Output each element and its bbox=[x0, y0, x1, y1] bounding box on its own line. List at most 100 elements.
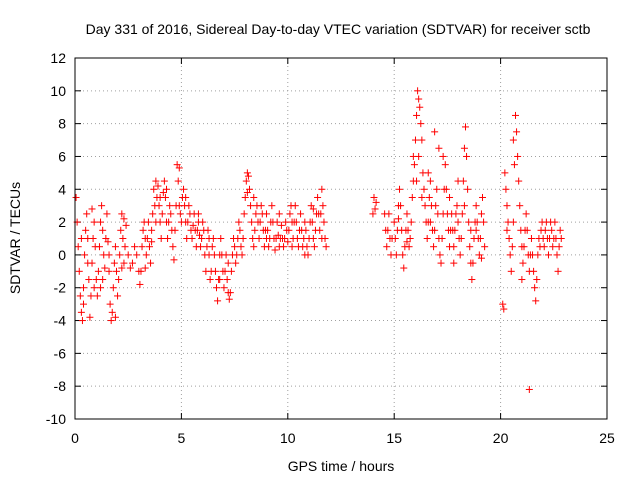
data-point bbox=[239, 235, 247, 242]
data-point bbox=[167, 210, 175, 218]
data-point bbox=[118, 210, 126, 218]
data-point bbox=[520, 243, 528, 251]
x-tick-label: 10 bbox=[280, 430, 296, 446]
data-point bbox=[224, 259, 232, 267]
data-point bbox=[372, 198, 380, 206]
data-point bbox=[454, 177, 462, 185]
data-point bbox=[99, 276, 107, 284]
data-point bbox=[222, 251, 230, 259]
data-point bbox=[80, 300, 88, 308]
data-point bbox=[138, 243, 146, 251]
data-point bbox=[418, 193, 426, 201]
y-tick-label: 10 bbox=[50, 83, 66, 99]
data-point bbox=[458, 210, 466, 218]
data-point bbox=[188, 235, 196, 242]
data-point bbox=[515, 177, 523, 185]
data-point bbox=[453, 202, 461, 210]
data-point bbox=[242, 177, 250, 185]
data-point bbox=[89, 235, 97, 242]
data-point bbox=[322, 243, 330, 251]
data-point bbox=[206, 276, 214, 284]
data-point bbox=[285, 226, 293, 234]
data-point bbox=[220, 284, 228, 292]
data-point bbox=[119, 235, 127, 242]
data-point bbox=[103, 210, 111, 218]
data-point bbox=[194, 210, 202, 218]
data-point bbox=[527, 235, 535, 242]
data-point bbox=[163, 185, 171, 193]
x-tick-label: 15 bbox=[386, 430, 402, 446]
data-point bbox=[227, 267, 235, 275]
data-point bbox=[511, 111, 519, 119]
data-point bbox=[433, 185, 441, 193]
x-tick-label: 5 bbox=[178, 430, 186, 446]
data-point bbox=[145, 243, 153, 251]
y-tick-label: 2 bbox=[58, 214, 66, 230]
data-point bbox=[508, 243, 516, 251]
data-point bbox=[502, 185, 510, 193]
data-point bbox=[407, 218, 415, 226]
data-point bbox=[213, 284, 221, 292]
data-point bbox=[171, 226, 179, 234]
data-point bbox=[400, 264, 408, 272]
data-point bbox=[309, 235, 317, 242]
data-point bbox=[518, 276, 526, 284]
data-point bbox=[277, 221, 285, 229]
data-point bbox=[97, 218, 105, 226]
data-point bbox=[249, 235, 257, 242]
data-point bbox=[415, 95, 423, 103]
y-tick-label: 12 bbox=[50, 50, 66, 66]
data-point bbox=[268, 202, 276, 210]
data-point bbox=[154, 182, 162, 190]
data-point bbox=[503, 202, 511, 210]
data-point bbox=[397, 202, 405, 210]
plot-frame bbox=[74, 57, 608, 420]
data-point bbox=[263, 235, 271, 242]
data-point bbox=[198, 235, 206, 242]
data-point bbox=[142, 251, 150, 259]
data-point bbox=[126, 264, 134, 272]
data-point bbox=[77, 235, 85, 242]
data-point bbox=[435, 144, 443, 152]
data-point bbox=[88, 205, 96, 213]
data-point bbox=[118, 264, 126, 272]
data-point bbox=[450, 243, 458, 251]
data-point bbox=[532, 297, 540, 305]
data-point bbox=[98, 202, 106, 210]
data-point bbox=[555, 243, 563, 251]
x-tick-label: 0 bbox=[71, 430, 79, 446]
data-point bbox=[110, 259, 118, 267]
data-point bbox=[399, 251, 407, 259]
data-point bbox=[292, 218, 300, 226]
data-point bbox=[516, 202, 524, 210]
y-tick-label: 6 bbox=[58, 148, 66, 164]
data-point bbox=[101, 264, 109, 272]
data-point bbox=[460, 144, 468, 152]
data-point bbox=[159, 189, 167, 197]
data-point bbox=[464, 185, 472, 193]
data-point bbox=[117, 226, 125, 234]
data-point bbox=[416, 103, 424, 111]
data-point bbox=[223, 276, 231, 284]
chart-title: Day 331 of 2016, Sidereal Day-to-day VTE… bbox=[86, 21, 591, 37]
data-point bbox=[473, 218, 481, 226]
data-point bbox=[426, 218, 434, 226]
data-point bbox=[87, 292, 95, 300]
data-point bbox=[120, 215, 128, 223]
data-point bbox=[531, 284, 539, 292]
data-point bbox=[280, 243, 288, 251]
data-point bbox=[510, 161, 518, 169]
data-point bbox=[320, 218, 328, 226]
data-point bbox=[430, 243, 438, 251]
data-point bbox=[503, 226, 511, 234]
data-point bbox=[452, 210, 460, 218]
data-point bbox=[441, 161, 449, 169]
data-point bbox=[150, 185, 158, 193]
data-point bbox=[426, 177, 434, 185]
data-point bbox=[169, 243, 177, 251]
data-point bbox=[94, 267, 102, 275]
data-point bbox=[157, 235, 165, 242]
data-point bbox=[413, 111, 421, 119]
data-point bbox=[406, 235, 414, 242]
